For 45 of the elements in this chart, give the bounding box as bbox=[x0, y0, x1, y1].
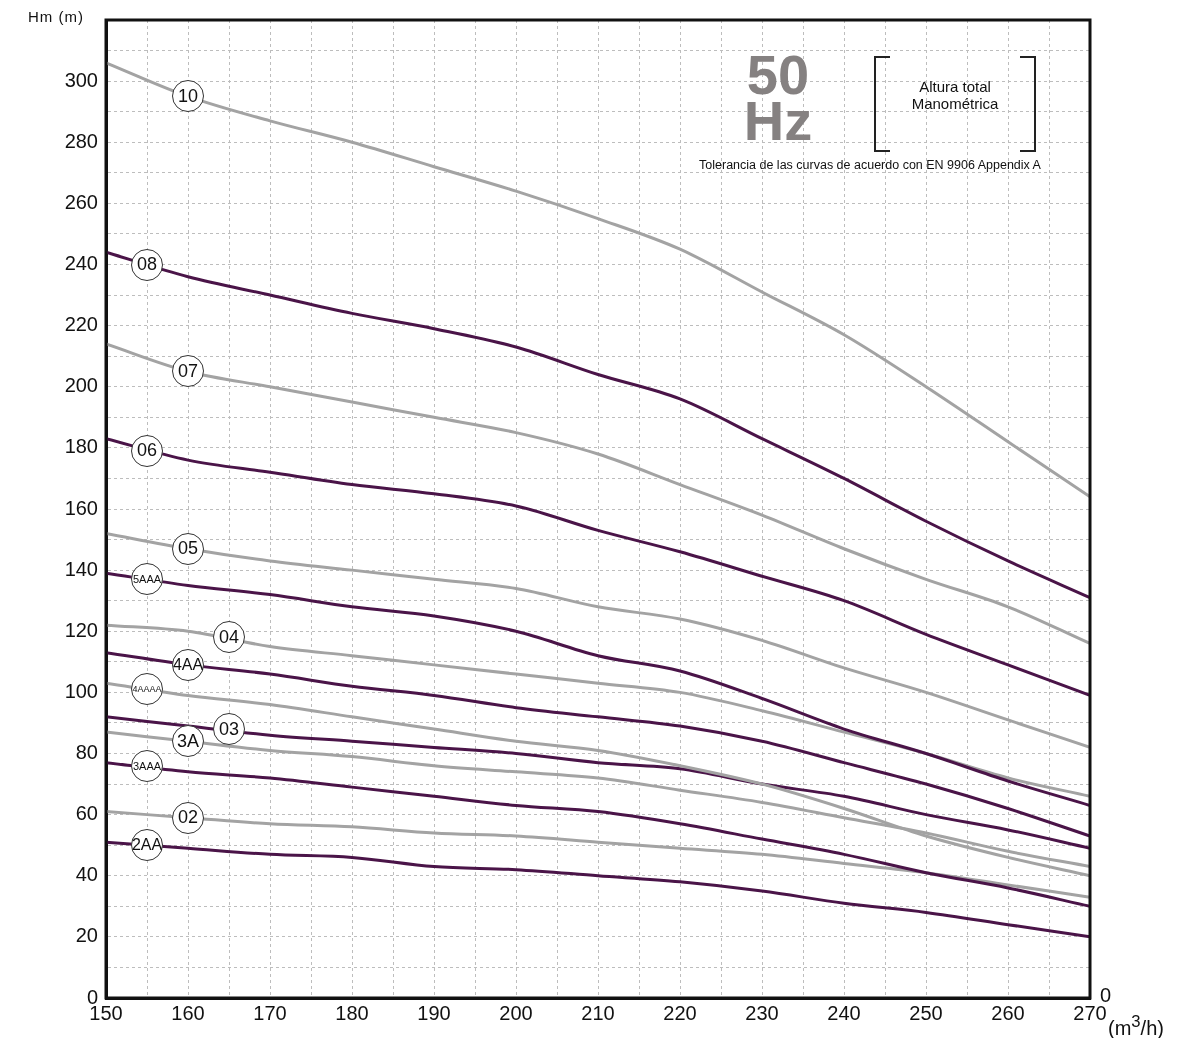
x-axis-title: (m$^{3}$/h) bbox=[1108, 1012, 1164, 1038]
annotation: 4AA bbox=[172, 648, 204, 681]
y-tick-label: 160 bbox=[64, 496, 98, 519]
y-tick-label: 200 bbox=[64, 374, 98, 397]
x-tick-label: 220 bbox=[663, 1001, 697, 1024]
x-tick-label: 240 bbox=[827, 1001, 861, 1024]
y-tick-label: 140 bbox=[64, 557, 98, 580]
y-tick-label: 100 bbox=[64, 679, 98, 702]
x-tick-label: 210 bbox=[581, 1001, 615, 1024]
annotation: 3A bbox=[172, 725, 204, 758]
y-tick-label: 280 bbox=[64, 129, 98, 152]
x-tick-label: 160 bbox=[171, 1001, 205, 1024]
y-tick-label: 60 bbox=[75, 802, 98, 825]
text: 50 Hz bbox=[742, 43, 814, 152]
annotation: 5AAA bbox=[131, 563, 163, 596]
annotation: 3AAA bbox=[131, 749, 163, 782]
annotation: Tolerancia de las curvas de acuerdo con EN 9906 Appendix A bbox=[698, 158, 1042, 172]
annotation: 05 bbox=[172, 532, 204, 565]
y-tick-label: 300 bbox=[64, 68, 98, 91]
x-tick-label: 230 bbox=[745, 1001, 779, 1024]
x-tick-label: 260 bbox=[991, 1001, 1025, 1024]
y-tick-label: 120 bbox=[64, 618, 98, 641]
annotation: 4AAAA bbox=[131, 673, 163, 706]
annotation: 2AA bbox=[131, 829, 163, 862]
annotation: 02 bbox=[172, 801, 204, 834]
y-tick-label: 180 bbox=[64, 435, 98, 458]
y-tick-label: 220 bbox=[64, 313, 98, 336]
y-tick-label: 260 bbox=[64, 190, 98, 213]
annotation: Altura total Manométrica bbox=[910, 78, 1000, 112]
y-tick-label: 80 bbox=[75, 741, 98, 764]
annotation: 10 bbox=[172, 80, 204, 113]
annotation: 03 bbox=[213, 713, 245, 746]
annotation: 08 bbox=[131, 248, 163, 281]
x-tick-label: 200 bbox=[499, 1001, 533, 1024]
x-tick-label: 190 bbox=[417, 1001, 451, 1024]
x-tick-label: 170 bbox=[253, 1001, 287, 1024]
x-tick-label: 250 bbox=[909, 1001, 943, 1024]
annotation: 07 bbox=[172, 355, 204, 388]
y-tick-label: 240 bbox=[64, 252, 98, 275]
annotation: 06 bbox=[131, 434, 163, 467]
x-tick-label: 180 bbox=[335, 1001, 369, 1024]
y-tick-label: 40 bbox=[75, 863, 98, 886]
y-tick-label: 20 bbox=[75, 924, 98, 947]
annotation: 04 bbox=[213, 621, 245, 654]
y-axis-title: Hm (m) bbox=[28, 8, 84, 25]
